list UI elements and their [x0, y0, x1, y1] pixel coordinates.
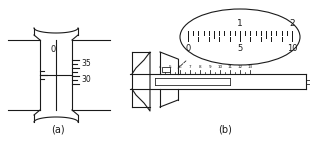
Text: 9: 9	[209, 65, 211, 69]
Text: 7: 7	[189, 65, 191, 69]
Text: (a): (a)	[51, 125, 65, 135]
Text: 1: 1	[237, 19, 243, 28]
Text: 12: 12	[237, 65, 242, 69]
Text: 5: 5	[237, 44, 243, 53]
Text: (b): (b)	[218, 125, 232, 135]
Text: 5: 5	[169, 65, 171, 69]
Text: 2: 2	[289, 19, 295, 28]
Text: 0: 0	[50, 45, 55, 55]
Text: 13: 13	[247, 65, 253, 69]
Text: 10: 10	[217, 65, 223, 69]
Text: 35: 35	[81, 59, 91, 69]
Text: 0: 0	[185, 44, 191, 53]
Text: 30: 30	[81, 76, 91, 85]
Text: 10: 10	[287, 44, 297, 53]
Text: 6: 6	[179, 65, 181, 69]
Text: 11: 11	[228, 65, 232, 69]
Text: 4: 4	[159, 65, 161, 69]
Text: 8: 8	[199, 65, 201, 69]
